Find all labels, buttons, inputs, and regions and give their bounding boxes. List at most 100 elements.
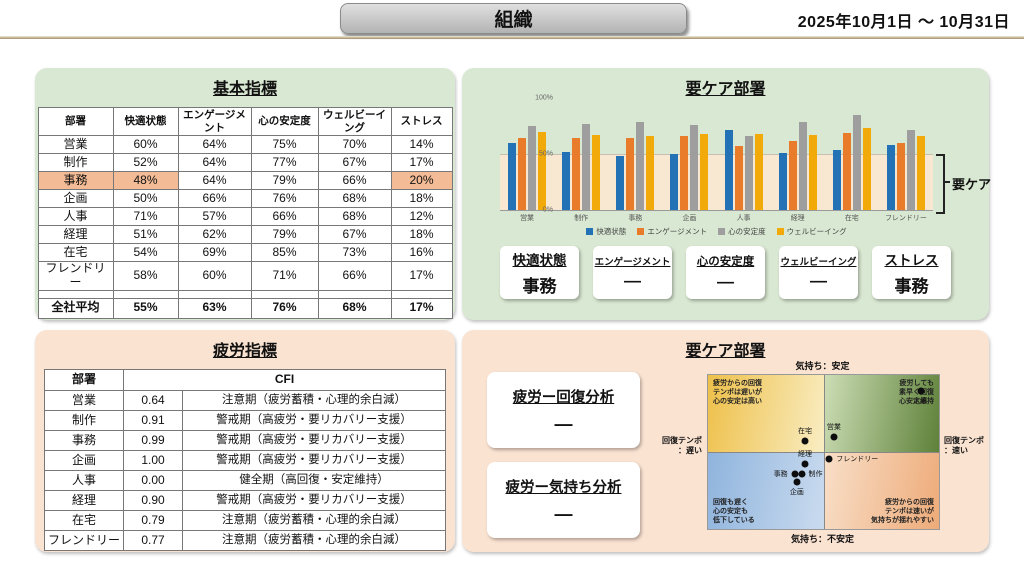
bar <box>626 138 635 210</box>
bar <box>798 121 807 210</box>
summary-box-value: — <box>717 272 734 291</box>
department-cell: 制作 <box>44 410 124 431</box>
y-axis-tick: 50% <box>538 150 553 158</box>
table-cell: 55% <box>112 297 179 319</box>
table-cell: 17% <box>390 153 453 172</box>
bar <box>896 142 905 210</box>
legend-item: ウェルビーイング <box>776 226 847 237</box>
bar <box>538 131 547 210</box>
bar <box>508 142 517 210</box>
scatter-label-経理: 経理 <box>798 450 813 458</box>
quadrant-bottom-right <box>823 452 939 529</box>
spacer-cell <box>177 289 252 299</box>
table-cell: 52% <box>112 153 179 172</box>
bar <box>754 133 763 210</box>
bar <box>572 138 581 210</box>
table-cell: 18% <box>390 189 453 208</box>
quadrant-panel-title: 要ケア部署 <box>685 343 766 360</box>
table-cell: 67% <box>317 153 392 172</box>
quadrant-bottom-label: 気持ち：不安定 <box>790 534 854 544</box>
spacer-cell <box>112 289 179 299</box>
spacer-cell <box>390 289 453 299</box>
analysis-box: 疲労ー回復分析 — <box>487 372 640 448</box>
analysis-box-value: — <box>554 413 573 434</box>
panel-care-departments: 要ケア部署 営業 制作 事務 企画 人事 経理 在宅 フレンドリー 快適状態 エンゲージメント心… <box>462 68 992 320</box>
cfi-value-cell: 0.91 <box>123 410 183 431</box>
bar <box>788 140 797 210</box>
summary-box-value: 事務 <box>894 276 929 296</box>
cfi-value-cell: 0.77 <box>123 530 183 551</box>
cfi-value-cell: 0.79 <box>123 510 183 531</box>
cfi-value-cell: 0.99 <box>123 430 183 451</box>
quadrant-text-bottom-left: 回復も遅く 心の安定も 低下している <box>713 498 755 524</box>
legend-label: 心の安定度 <box>728 227 766 236</box>
cfi-status-cell: 注意期（疲労蓄積・心理的余白減） <box>182 510 446 531</box>
summary-box-value: 事務 <box>522 276 557 296</box>
table-cell: 制作 <box>37 153 114 172</box>
table-row: 制作 52% 64% 77% 67% 17% <box>37 153 453 172</box>
summary-box-label: 快適状態 <box>512 252 567 268</box>
bar <box>832 149 841 210</box>
department-cell: 企画 <box>44 450 124 471</box>
scatter-point-フレンドリー <box>825 455 833 463</box>
care-bracket-tick <box>944 181 950 183</box>
bar-group-事務 <box>608 98 662 210</box>
table-cell: 企画 <box>37 189 114 208</box>
table-cell: 在宅 <box>37 243 114 262</box>
summary-box-label: ストレス <box>884 252 939 268</box>
bar <box>646 136 655 210</box>
table-row: 事務 0.99 警戒期（高疲労・要リカバリー支援） <box>44 430 446 451</box>
bar <box>886 145 895 210</box>
scatter-point-企画 <box>793 478 801 486</box>
bar <box>744 136 753 210</box>
table-cell: 79% <box>250 171 319 190</box>
care-bracket-label: 要ケア <box>952 177 992 192</box>
cfi-status-cell: 警戒期（高疲労・要リカバリー支援） <box>182 490 446 511</box>
bar-groups <box>500 98 933 210</box>
bar <box>700 133 709 210</box>
scatter-point-経理 <box>801 460 809 468</box>
bar <box>528 126 537 210</box>
cfi-status-cell: 注意期（疲労蓄積・心理的余白減） <box>182 530 446 551</box>
legend-label: 快適状態 <box>596 227 627 236</box>
bar-chart-legend: 快適状態 エンゲージメント 心の安定度 ウェルビーイング <box>500 226 933 237</box>
spacer-cell <box>317 289 392 299</box>
bar <box>582 123 591 210</box>
table-row: 営業 60% 64% 75% 70% 14% <box>37 135 453 154</box>
cfi-value-cell: 0.64 <box>123 390 183 411</box>
table-cell: 58% <box>112 261 179 291</box>
quadrant-text-top-right: 疲労しても 素早く回復 心安定維持 <box>899 380 934 406</box>
basic-indicators-table: 部署 快適状態 エンゲージメント 心の安定度 ウェルビーイング ストレス 営業 60% 64%… <box>37 107 453 319</box>
table-cell: 66% <box>250 207 319 226</box>
bar-group-フレンドリー <box>879 98 933 210</box>
table-cell: フレンドリー <box>37 261 114 291</box>
table-row: 営業 0.64 注意期（疲労蓄積・心理的余白減） <box>44 390 446 411</box>
table-cell: 事務 <box>37 171 114 190</box>
table-cell: 16% <box>390 243 453 262</box>
table-cell: 77% <box>250 153 319 172</box>
table-cell: 営業 <box>37 135 114 154</box>
fatigue-header-row: 部署 CFI <box>44 369 446 391</box>
x-axis-label: 在宅 <box>844 215 859 222</box>
analysis-box-value: — <box>554 503 573 524</box>
panel-fatigue-indicators: 疲労指標 部署 CFI 営業 0.64 注意期（疲労蓄積・心理的余白減） 制作 0.91 警… <box>35 330 455 552</box>
column-header: 部署 <box>44 369 124 391</box>
table-cell: 66% <box>317 171 392 190</box>
quadrant-chart: 疲労からの回復 テンポは遅いが 心の安定は高い 疲労しても 素早く回復 心安定維… <box>707 374 940 530</box>
table-cell: 17% <box>390 297 453 319</box>
table-cell: 54% <box>112 243 179 262</box>
table-cell: 70% <box>317 135 392 154</box>
scatter-label-在宅: 在宅 <box>798 428 813 436</box>
table-row: 人事 71% 57% 66% 68% 12% <box>37 207 453 226</box>
legend-swatch <box>776 228 784 235</box>
bar <box>906 130 915 210</box>
department-cell: 人事 <box>44 470 124 491</box>
table-cell: 68% <box>317 189 392 208</box>
bar-group-制作 <box>554 98 608 210</box>
table-row: 企画 50% 66% 76% 68% 18% <box>37 189 453 208</box>
fatigue-table-body: 営業 0.64 注意期（疲労蓄積・心理的余白減） 制作 0.91 警戒期（高疲労・要リカバ… <box>44 390 446 551</box>
table-cell: 62% <box>177 225 252 244</box>
bar-group-企画 <box>662 98 716 210</box>
care-bracket <box>936 154 945 214</box>
department-cell: 営業 <box>44 390 124 411</box>
